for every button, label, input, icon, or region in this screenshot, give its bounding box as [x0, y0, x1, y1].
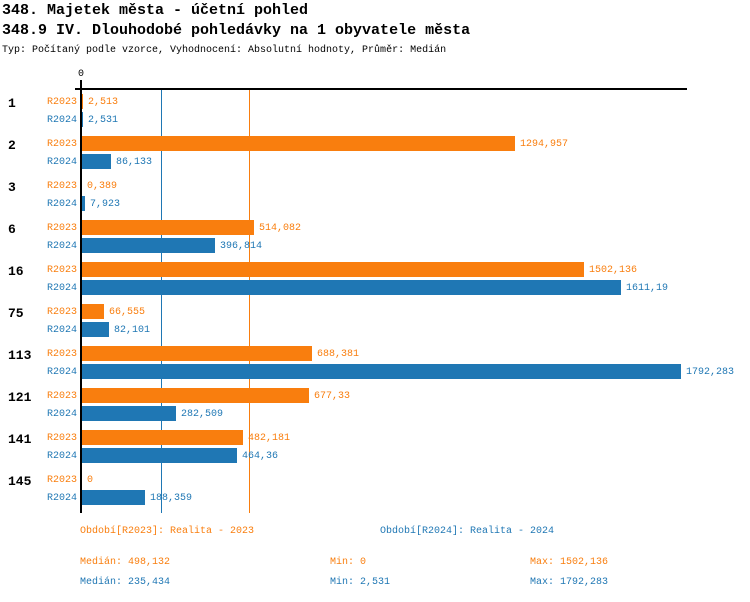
bar-r2023 [82, 346, 312, 361]
bar-r2024 [82, 406, 176, 421]
stat-median-r2024: Medián: 235,434 [80, 577, 171, 588]
report-subtitle: Typ: Počítaný podle vzorce, Vyhodnocení:… [2, 45, 447, 56]
y-axis-line [80, 80, 82, 513]
category-label: 1 [8, 96, 16, 111]
bar-r2023 [82, 94, 83, 109]
value-label-r2024: 7,923 [90, 199, 121, 210]
x-axis-line [75, 88, 687, 90]
value-label-r2024: 464,36 [242, 451, 279, 462]
series-label-r2023: R2023 [46, 181, 77, 192]
series-label-r2024: R2024 [46, 325, 77, 336]
median-reference-line-r2023 [249, 90, 250, 513]
value-label-r2023: 2,513 [88, 97, 119, 108]
series-label-r2023: R2023 [46, 223, 77, 234]
series-label-r2024: R2024 [46, 409, 77, 420]
category-label: 121 [8, 390, 32, 405]
value-label-r2023: 677,33 [314, 391, 351, 402]
category-label: 6 [8, 222, 16, 237]
value-label-r2023: 1294,957 [520, 139, 569, 150]
bar-r2024 [82, 238, 215, 253]
stat-median-r2023: Medián: 498,132 [80, 557, 171, 568]
bar-r2024 [82, 322, 109, 337]
bar-r2023 [82, 136, 515, 151]
series-label-r2024: R2024 [46, 241, 77, 252]
bar-r2024 [82, 448, 237, 463]
series-label-r2024: R2024 [46, 157, 77, 168]
value-label-r2024: 1611,19 [626, 283, 669, 294]
series-label-r2023: R2023 [46, 307, 77, 318]
series-label-r2023: R2023 [46, 265, 77, 276]
category-label: 16 [8, 264, 24, 279]
bar-r2023 [82, 430, 243, 445]
series-label-r2024: R2024 [46, 367, 77, 378]
value-label-r2023: 688,381 [317, 349, 360, 360]
value-label-r2023: 514,082 [259, 223, 302, 234]
series-label-r2024: R2024 [46, 283, 77, 294]
category-label: 2 [8, 138, 16, 153]
series-label-r2023: R2023 [46, 475, 77, 486]
series-label-r2023: R2023 [46, 433, 77, 444]
value-label-r2023: 0,389 [87, 181, 118, 192]
category-label: 3 [8, 180, 16, 195]
value-label-r2024: 396,814 [220, 241, 263, 252]
bar-r2024 [82, 154, 111, 169]
value-label-r2023: 0 [87, 475, 94, 486]
bar-r2024 [82, 490, 145, 505]
series-label-r2023: R2023 [46, 391, 77, 402]
indicator-title: 348.9 IV. Dlouhodobé pohledávky na 1 oby… [2, 22, 471, 39]
bar-r2023 [82, 262, 584, 277]
category-label: 141 [8, 432, 32, 447]
report-title: 348. Majetek města - účetní pohled [2, 2, 309, 19]
stat-max-r2024: Max: 1792,283 [530, 577, 609, 588]
series-label-r2024: R2024 [46, 199, 77, 210]
value-label-r2024: 282,509 [181, 409, 224, 420]
category-label: 75 [8, 306, 24, 321]
value-label-r2024: 82,101 [114, 325, 151, 336]
bar-r2024 [82, 364, 681, 379]
x-axis-zero-label: 0 [77, 69, 84, 80]
category-label: 145 [8, 474, 32, 489]
value-label-r2023: 66,555 [109, 307, 146, 318]
value-label-r2024: 2,531 [88, 115, 119, 126]
series-label-r2023: R2023 [46, 139, 77, 150]
series-label-r2023: R2023 [46, 97, 77, 108]
bar-r2024 [82, 196, 85, 211]
legend-r2023: Období[R2023]: Realita - 2023 [80, 526, 255, 537]
value-label-r2024: 188,359 [150, 493, 193, 504]
bar-r2023 [82, 304, 104, 319]
stat-max-r2023: Max: 1502,136 [530, 557, 609, 568]
bar-r2024 [82, 280, 621, 295]
stat-min-r2023: Min: 0 [330, 557, 367, 568]
series-label-r2023: R2023 [46, 349, 77, 360]
category-label: 113 [8, 348, 32, 363]
bar-r2024 [82, 112, 83, 127]
legend-r2024: Období[R2024]: Realita - 2024 [380, 526, 555, 537]
series-label-r2024: R2024 [46, 493, 77, 504]
series-label-r2024: R2024 [46, 451, 77, 462]
value-label-r2023: 1502,136 [589, 265, 638, 276]
bar-r2023 [82, 220, 254, 235]
bar-r2023 [82, 388, 309, 403]
value-label-r2023: 482,181 [248, 433, 291, 444]
stat-min-r2024: Min: 2,531 [330, 577, 391, 588]
value-label-r2024: 86,133 [116, 157, 153, 168]
median-reference-line-r2024 [161, 90, 162, 513]
value-label-r2024: 1792,283 [686, 367, 735, 378]
series-label-r2024: R2024 [46, 115, 77, 126]
